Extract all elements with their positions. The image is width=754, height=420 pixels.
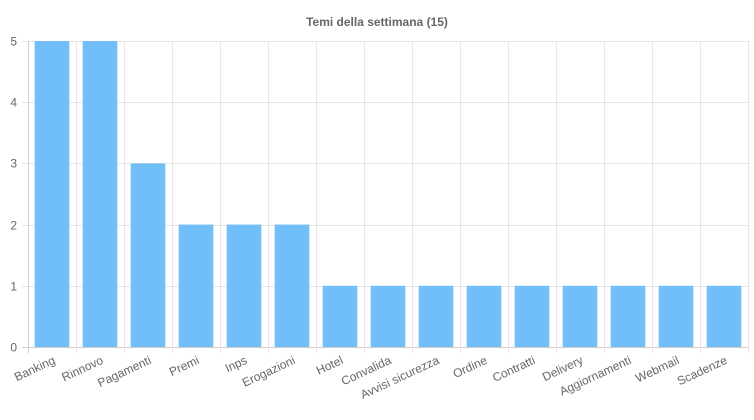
bar[interactable] [274,224,310,347]
x-tick-label: Erogazioni [240,353,297,390]
x-tick-label: Contratti [490,353,537,385]
bar[interactable] [418,285,454,347]
y-tick-label: 0 [10,341,17,355]
bar[interactable] [658,285,694,347]
bar[interactable] [226,224,262,347]
y-tick-label: 4 [10,96,17,110]
bar[interactable] [370,285,406,347]
chart-title: Temi della settimana (15) [306,15,448,29]
bar[interactable] [34,41,70,347]
y-tick-label: 5 [10,35,17,49]
grid-lines [22,41,749,353]
bar[interactable] [610,285,646,347]
bar[interactable] [562,285,598,347]
x-tick-label: Scadenze [675,353,730,388]
bar[interactable] [514,285,550,347]
x-tick-label: Inps [223,353,249,375]
y-axis-ticks: 0 1 2 3 4 5 [10,35,17,355]
x-tick-label: Banking [12,353,57,384]
bar[interactable] [82,41,118,347]
x-tick-label: Premi [167,353,201,379]
bar[interactable] [322,285,358,347]
bar[interactable] [130,163,166,347]
bar[interactable] [466,285,502,347]
bar[interactable] [178,224,214,347]
x-tick-label: Pagamenti [95,353,153,390]
x-tick-label: Ordine [451,353,490,381]
bar[interactable] [706,285,742,347]
x-tick-label: Webmail [633,353,681,385]
y-tick-label: 1 [10,280,17,294]
y-tick-label: 3 [10,157,17,171]
y-tick-label: 2 [10,219,17,233]
bars [34,41,742,347]
